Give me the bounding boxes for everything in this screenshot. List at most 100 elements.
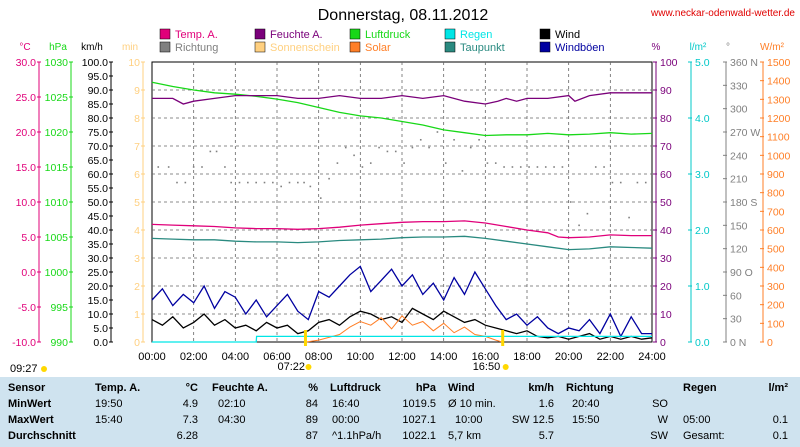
richtung-point bbox=[503, 166, 505, 168]
sun-tick-label: 10 bbox=[128, 57, 140, 69]
richtung-point bbox=[536, 166, 539, 168]
direction-tick-label: 210 bbox=[730, 174, 748, 186]
pressure-unit-label: hPa bbox=[49, 42, 67, 53]
sun-tick-label: 1 bbox=[134, 309, 140, 321]
legend-swatch bbox=[159, 28, 171, 40]
legend-swatch bbox=[159, 41, 171, 53]
richtung-point bbox=[478, 138, 480, 141]
stats-row-label: Durchschnitt bbox=[8, 430, 76, 442]
header-dir: Richtung bbox=[566, 382, 614, 394]
press-value: 1027.1 bbox=[402, 414, 436, 426]
temp-time: 19:50 bbox=[95, 398, 123, 410]
solar-tick-label: 600 bbox=[767, 225, 785, 237]
time-tick-label: 08:00 bbox=[305, 351, 333, 363]
time-tick-label: 12:00 bbox=[388, 351, 416, 363]
richtung-point bbox=[201, 166, 203, 168]
temp-tick-label: -10.0 bbox=[12, 337, 36, 349]
richtung-point bbox=[411, 146, 414, 149]
wind-time: Ø 10 min. bbox=[448, 398, 496, 410]
legend-swatch bbox=[349, 41, 361, 53]
stats-row-label: MinWert bbox=[8, 398, 52, 410]
richtung-point bbox=[561, 166, 564, 168]
wind-tick-label: 55.0 bbox=[88, 183, 109, 195]
richtung-point bbox=[436, 131, 439, 133]
richtung-point bbox=[644, 181, 647, 184]
luftdruck-line bbox=[151, 81, 653, 137]
rain-value: 0.1 bbox=[772, 430, 788, 442]
direction-unit-label: ° bbox=[726, 42, 730, 53]
humidity-tick-label: 60 bbox=[660, 169, 672, 181]
richtung-point bbox=[469, 146, 472, 149]
richtung-point bbox=[319, 197, 322, 199]
solar-tick-label: 100 bbox=[767, 318, 785, 330]
richtung-point bbox=[378, 146, 380, 149]
temp-tick-label: 0.0 bbox=[21, 267, 36, 279]
sunset-label: 16:50 bbox=[473, 361, 501, 373]
solar-tick-label: 700 bbox=[767, 206, 785, 218]
legend-swatch bbox=[254, 28, 266, 40]
dir-value: W bbox=[657, 414, 668, 426]
richtung-point bbox=[303, 181, 305, 184]
sun-tick-label: 8 bbox=[134, 113, 140, 125]
time-tick-label: 14:00 bbox=[430, 351, 458, 363]
hum-value: 89 bbox=[305, 414, 318, 426]
direction-tick-label: 120 bbox=[730, 244, 748, 256]
time-tick-label: 20:00 bbox=[555, 351, 583, 363]
solar-tick-label: 900 bbox=[767, 169, 785, 181]
richtung-point bbox=[192, 166, 195, 168]
wind-tick-label: 95.0 bbox=[88, 71, 109, 83]
richtung-point bbox=[230, 181, 232, 184]
richtung-point bbox=[611, 181, 614, 184]
richtung-point bbox=[578, 224, 580, 227]
hum-time: 02:10 bbox=[218, 398, 246, 410]
left-axes: 30.025.020.015.010.05.00.0-5.0-10.010301… bbox=[12, 57, 145, 349]
wind-tick-label: 5.0 bbox=[93, 323, 108, 335]
wind-tick-label: 90.0 bbox=[88, 85, 109, 97]
header-press: Luftdruck bbox=[330, 382, 381, 394]
direction-tick-label: 240 bbox=[730, 150, 748, 162]
wind-time: 5,7 km bbox=[448, 430, 482, 442]
taupunkt-line bbox=[151, 235, 653, 251]
press-time: 16:40 bbox=[332, 398, 360, 410]
rain-time: Gesamt: bbox=[683, 430, 725, 442]
temp-value: 4.9 bbox=[182, 398, 198, 410]
x-axis: 00:00 02:00 04:00 06:00 08:00 10:00 12:00 14:00… bbox=[138, 351, 666, 363]
richtung-point bbox=[184, 181, 187, 184]
direction-tick-label: 0 N bbox=[730, 337, 746, 349]
legend-swatch bbox=[349, 28, 361, 40]
humidity-tick-label: 80 bbox=[660, 113, 672, 125]
richtung-point bbox=[519, 166, 522, 168]
wind-tick-label: 0.0 bbox=[93, 337, 108, 349]
temp-tick-label: 20.0 bbox=[16, 127, 37, 139]
pressure-tick-label: 1010 bbox=[45, 197, 69, 209]
legend: Temp. A. Feuchte A. Luftdruck Regen Wind Rich… bbox=[159, 28, 605, 54]
wind-tick-label: 75.0 bbox=[88, 127, 109, 139]
richtung-point bbox=[394, 150, 397, 153]
sun-first-label: 09:27 bbox=[10, 363, 38, 375]
header-sensor: Sensor bbox=[8, 382, 46, 394]
sun-tick-label: 0 bbox=[134, 337, 140, 349]
temp-value: 6.28 bbox=[176, 430, 198, 442]
direction-tick-label: 180 S bbox=[730, 197, 757, 209]
rain-tick-label: 5.0 bbox=[695, 57, 710, 69]
sun-tick-label: 9 bbox=[134, 85, 140, 97]
regen-line bbox=[152, 335, 652, 343]
richtung-point bbox=[419, 138, 422, 141]
direction-tick-label: 330 bbox=[730, 80, 748, 92]
humidity-tick-label: 40 bbox=[660, 225, 672, 237]
site-url[interactable]: www.neckar-odenwald-wetter.de bbox=[650, 8, 795, 19]
wind-tick-label: 70.0 bbox=[88, 141, 109, 153]
press-time: ^1.1hPa/h bbox=[332, 430, 382, 442]
richtung-point bbox=[453, 138, 455, 141]
richtung-point bbox=[215, 150, 218, 153]
direction-tick-label: 60 bbox=[730, 290, 742, 302]
legend-label: Windböen bbox=[555, 42, 605, 54]
richtung-point bbox=[224, 166, 226, 168]
direction-tick-label: 360 N bbox=[730, 57, 758, 69]
axis-unit-labels: °C hPa km/h min% l/m² ° W/m² bbox=[19, 42, 784, 53]
solar-unit-label: W/m² bbox=[760, 42, 785, 53]
temp-value: 7.3 bbox=[182, 414, 198, 426]
sun-unit-label: min bbox=[122, 42, 138, 53]
direction-tick-label: 30 bbox=[730, 314, 742, 326]
rain-tick-label: 0.0 bbox=[695, 337, 710, 349]
